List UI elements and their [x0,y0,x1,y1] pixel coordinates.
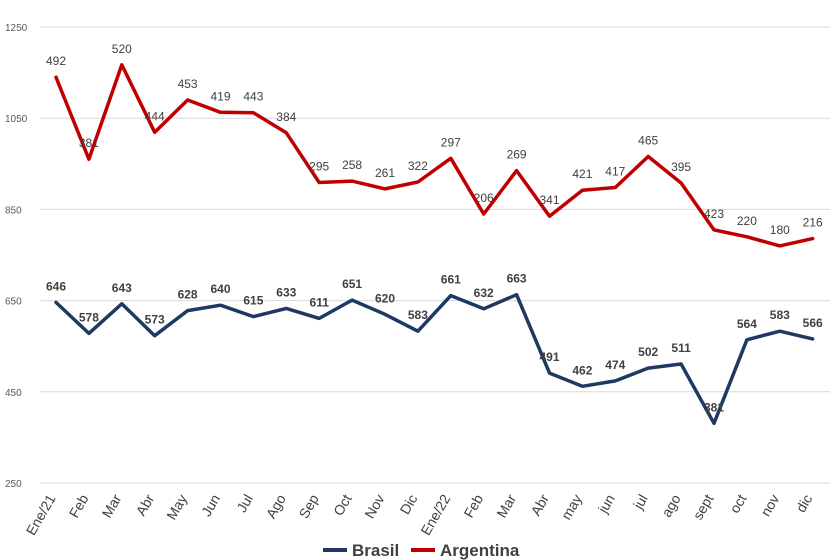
x-tick-label: may [558,492,585,523]
data-label-argentina: 180 [770,223,790,237]
x-tick-label: Sep [295,491,321,521]
data-label-brasil: 633 [276,285,296,299]
x-tick-label: jun [594,492,618,517]
legend-label-argentina: Argentina [440,541,520,560]
data-label-brasil: 566 [803,316,823,330]
x-tick-label: oct [726,491,749,515]
data-label-argentina: 206 [474,191,494,205]
series-lines [54,63,815,426]
data-label-argentina: 295 [309,159,329,173]
data-label-brasil: 573 [145,313,165,327]
x-tick-label: Dic [397,492,421,518]
y-tick-label: 1250 [5,23,28,34]
data-label-argentina: 341 [539,193,559,207]
data-label-brasil: 646 [46,279,66,293]
data-label-brasil: 615 [243,294,263,308]
data-label-argentina: 322 [408,159,428,173]
legend-label-brasil: Brasil [352,541,399,560]
data-label-argentina: 417 [605,165,625,179]
data-label-brasil: 640 [210,282,230,296]
data-label-argentina: 297 [441,135,461,149]
y-axis: 250 450 650 850 1050 1250 [5,23,28,490]
data-label-argentina: 216 [803,216,823,230]
data-labels: 646 578 643 573 628 640 615 633 611 651 620 583 661 6… [46,42,823,414]
data-label-argentina: 269 [507,148,527,162]
x-tick-label: May [163,492,190,523]
x-tick-label: Jun [198,492,223,520]
data-label-brasil: 611 [310,295,330,309]
data-label-brasil: 564 [737,317,757,331]
data-label-brasil: 474 [605,358,625,372]
x-tick-label: Abr [527,491,552,518]
data-label-argentina: 220 [737,214,757,228]
y-tick-label: 1050 [5,114,28,125]
x-tick-label: Ene/22 [417,491,453,538]
x-tick-label: Mar [493,491,519,520]
x-tick-label: Abr [133,491,158,518]
data-label-argentina: 465 [638,134,658,148]
data-label-brasil: 643 [112,281,132,295]
series-line-argentina [54,63,815,248]
x-tick-label: sept [690,491,717,522]
data-label-argentina: 381 [79,136,99,150]
data-label-brasil: 583 [408,308,428,322]
x-tick-label: jul [629,492,650,513]
data-label-brasil: 628 [178,288,198,302]
data-label-argentina: 419 [210,89,230,103]
legend: Brasil Argentina [323,541,520,560]
data-label-argentina: 261 [375,166,395,180]
data-label-brasil: 491 [539,350,559,364]
x-tick-label: Jul [233,492,256,516]
data-label-brasil: 511 [671,341,691,355]
x-tick-label: nov [757,492,782,520]
data-label-argentina: 492 [46,54,66,68]
y-tick-label: 250 [5,479,22,490]
data-label-brasil: 620 [375,291,395,305]
data-label-argentina: 520 [112,42,132,56]
data-label-argentina: 421 [572,167,592,181]
data-label-argentina: 443 [243,90,263,104]
x-tick-label: Oct [330,491,355,518]
data-label-argentina: 453 [178,77,198,91]
data-label-brasil: 502 [638,345,658,359]
x-tick-label: Ago [263,491,289,521]
x-tick-label: ago [658,491,684,519]
data-label-argentina: 384 [276,110,296,124]
x-tick-label: Feb [460,491,486,520]
data-label-argentina: 258 [342,158,362,172]
data-label-brasil: 462 [572,363,592,377]
x-axis: Ene/21 Feb Mar Abr May Jun Jul Ago Sep Oct Nov DicE… [23,491,816,538]
x-tick-label: Nov [361,492,387,522]
data-label-argentina: 444 [145,109,165,123]
data-label-brasil: 651 [342,277,362,291]
data-label-brasil: 661 [441,273,461,287]
x-tick-label: Ene/21 [23,491,59,538]
data-label-brasil: 578 [79,310,99,324]
y-tick-label: 850 [5,205,22,216]
series-line-brasil [54,292,815,426]
y-tick-label: 650 [5,297,22,308]
data-label-brasil: 583 [770,308,790,322]
y-tick-label: 450 [5,388,22,399]
x-tick-label: dic [792,492,815,516]
data-label-brasil: 381 [704,400,724,414]
data-label-brasil: 663 [507,272,527,286]
x-tick-label: Mar [98,491,124,520]
data-label-argentina: 423 [704,207,724,221]
data-label-brasil: 632 [474,286,494,300]
gridlines [40,26,830,484]
data-label-argentina: 395 [671,160,691,174]
x-tick-label: Feb [66,491,92,520]
